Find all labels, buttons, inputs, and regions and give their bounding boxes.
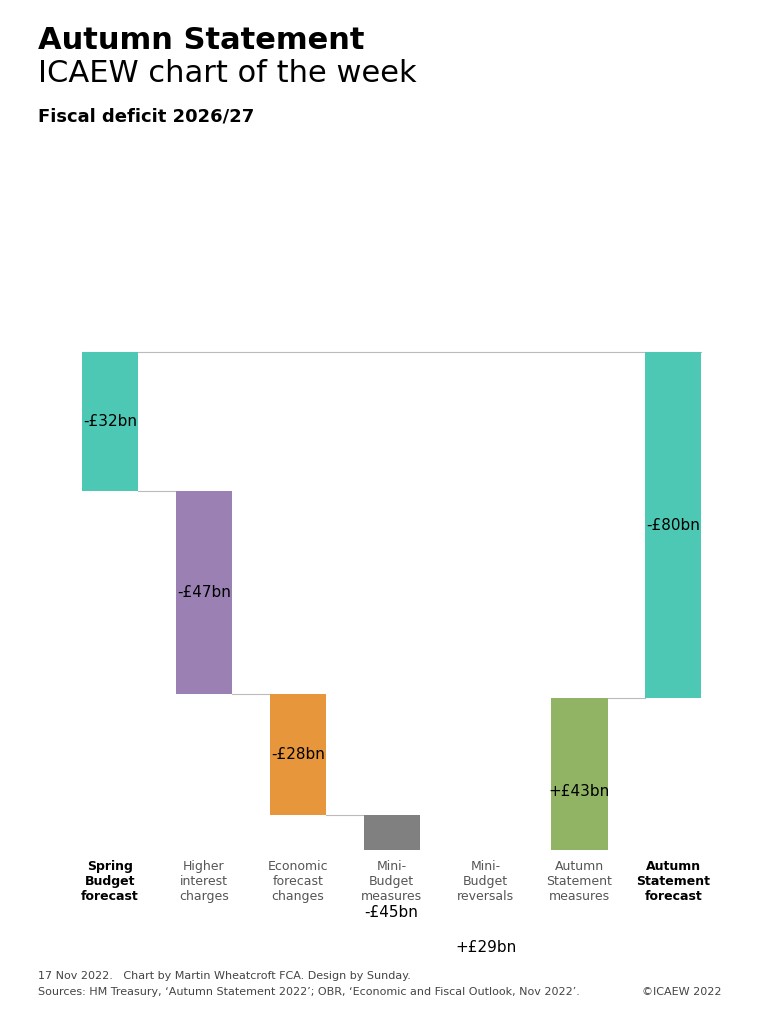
Text: Mini-
Budget
measures: Mini- Budget measures (361, 860, 422, 903)
Text: ICAEW chart of the week: ICAEW chart of the week (38, 59, 417, 88)
Bar (176, 490, 232, 694)
Bar (270, 694, 326, 815)
Text: Spring
Budget
forecast: Spring Budget forecast (81, 860, 139, 903)
Bar (363, 815, 420, 1010)
Text: Autumn Statement: Autumn Statement (38, 26, 365, 54)
Text: Economic
forecast
changes: Economic forecast changes (267, 860, 328, 903)
Bar (458, 885, 514, 1010)
Text: -£32bn: -£32bn (83, 414, 137, 429)
Text: -£28bn: -£28bn (271, 748, 325, 762)
Text: -£47bn: -£47bn (177, 585, 231, 600)
Text: Autumn
Statement
measures: Autumn Statement measures (547, 860, 612, 903)
Text: +£29bn: +£29bn (455, 940, 516, 954)
Text: Mini-
Budget
reversals: Mini- Budget reversals (457, 860, 514, 903)
Text: Autumn
Statement
forecast: Autumn Statement forecast (636, 860, 710, 903)
Text: 17 Nov 2022.   Chart by Martin Wheatcroft FCA. Design by Sunday.: 17 Nov 2022. Chart by Martin Wheatcroft … (38, 971, 412, 981)
Text: -£80bn: -£80bn (647, 518, 700, 532)
Text: -£45bn: -£45bn (365, 905, 419, 921)
Bar (82, 352, 138, 490)
Bar (645, 352, 701, 698)
Text: ©ICAEW 2022: ©ICAEW 2022 (642, 987, 722, 997)
Text: Sources: HM Treasury, ‘Autumn Statement 2022’; OBR, ‘Economic and Fiscal Outlook: Sources: HM Treasury, ‘Autumn Statement … (38, 987, 581, 997)
Text: +£43bn: +£43bn (549, 784, 610, 799)
Text: Fiscal deficit 2026/27: Fiscal deficit 2026/27 (38, 108, 255, 126)
Text: Higher
interest
charges: Higher interest charges (179, 860, 229, 903)
Bar (551, 698, 607, 885)
